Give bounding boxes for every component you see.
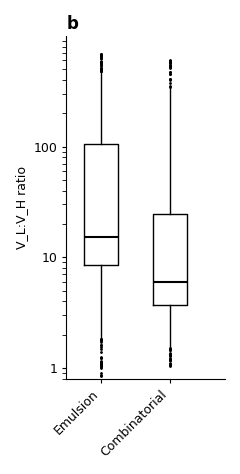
Text: b: b bbox=[66, 15, 78, 33]
Y-axis label: V_L:V_H ratio: V_L:V_H ratio bbox=[15, 166, 28, 249]
